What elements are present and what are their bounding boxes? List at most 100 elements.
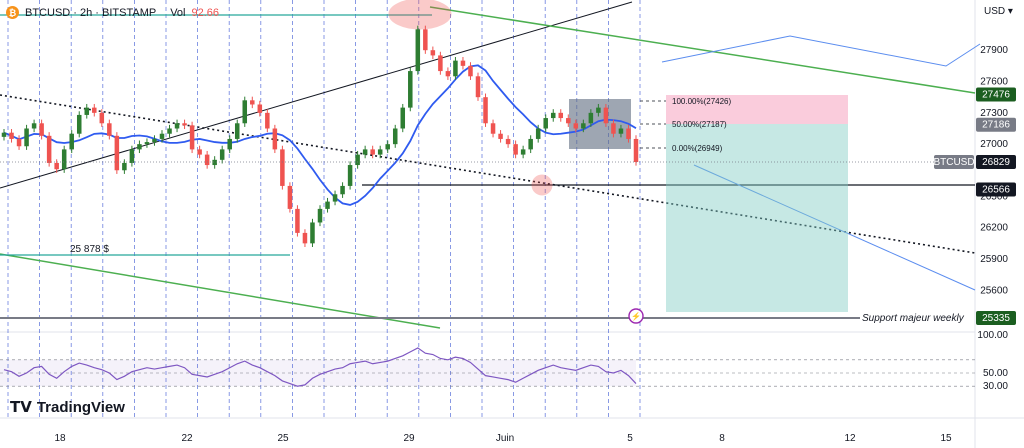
candle-body [423,29,428,51]
currency-label: USD [984,6,1006,17]
fib-50-label: 50.00%(27187) [672,120,727,129]
price-tag-label: 27186 [982,120,1010,131]
candle-body [39,123,44,136]
y-tick-label: 27300 [980,108,1008,119]
support-label: Support majeur weekly [862,313,965,324]
x-tick-label: 12 [844,433,856,444]
brand-name: TradingView [36,398,125,416]
candle-body [438,55,443,72]
y-tick-label: 27000 [980,139,1008,150]
candle-body [408,71,413,108]
candle-body [84,107,90,115]
candle-body [16,138,22,147]
candle-body [129,149,135,163]
chevron-down-icon: ▾ [1005,6,1013,17]
consolidation-range-box [569,99,631,149]
y-tick-label: 26500 [980,191,1008,202]
candle-body [9,132,14,139]
candle-body [197,149,202,155]
candle-body [302,232,308,244]
candle-body [483,97,488,124]
candle-body [137,144,142,150]
price-tag [976,87,1016,102]
candle-body [227,138,232,150]
y-tick-label: 26200 [980,223,1008,234]
price-tag-label: 26829 [982,157,1010,168]
candle-body [76,114,82,134]
candle-body [24,128,29,147]
rsi-tick-label: 100.00 [977,330,1008,341]
candle-body [107,123,112,136]
candle-body [392,128,398,145]
candle-body [475,76,481,98]
candle-body [46,135,52,163]
candle-body [377,149,383,155]
candle-body [603,107,609,124]
candle-body [505,138,511,145]
candle-body [430,50,436,56]
ascending-trendline [0,1,633,189]
candle-body [513,144,518,155]
y-tick-label: 25600 [980,285,1008,296]
price-tag [976,311,1016,325]
y-tick-label: 27900 [980,45,1008,56]
x-tick-label: 25 [277,433,289,444]
top-highlight-ellipse [388,0,452,30]
candle-body [99,112,105,124]
candle-body [272,128,278,150]
x-tick-label: 18 [54,433,66,444]
price-tag-label: 25335 [982,313,1010,324]
fib-100-label: 100.00%(27426) [672,97,731,106]
candle-body [325,201,330,209]
candle-body [550,112,556,119]
candle-body [566,118,571,124]
candle-body [581,123,586,129]
candle-body [633,138,639,163]
candle-body [370,149,375,155]
alert-icon[interactable] [628,308,644,324]
candle-body [152,138,157,143]
projection-down-line [693,164,976,291]
projection-line [661,35,981,67]
x-tick-label: 8 [719,433,725,444]
candle-body [174,123,180,129]
candle-body [280,149,285,186]
candle-body [558,112,564,119]
candle-body [159,133,165,139]
candle-body [588,112,594,124]
candle-body [295,208,300,233]
candle-body [498,133,503,139]
support-touch-circle [531,174,553,196]
candle-body [573,123,579,129]
candle-body [257,104,263,113]
candle-body [234,123,240,139]
candle-body [460,60,466,66]
stop-loss-zone [666,95,848,124]
volume-value: 92.66 [191,6,220,19]
candle-body [204,154,210,166]
candle-body [445,71,451,77]
candle-body [611,123,616,134]
currency-selector[interactable]: USD ▾ [984,6,1013,17]
candle-body [468,65,473,77]
candle-body [310,222,315,244]
candle-body [626,128,631,139]
y-tick-label: 25900 [980,254,1008,265]
candle-body [347,165,353,186]
candle-body [242,100,248,124]
candle-body [144,142,150,145]
candle-body [182,123,187,126]
candle-body [400,107,406,129]
candle-body [520,149,526,155]
candle-body [122,162,127,171]
price-tag-label: BTCUSD [933,157,974,168]
x-tick-label: 5 [627,433,633,444]
tradingview-logo[interactable]: TV TradingView [10,398,125,416]
candle-body [219,149,225,160]
candle-body [265,112,270,129]
candle-body [212,159,217,166]
symbol-title[interactable]: BTCUSD · 2h · BITSTAMP [25,6,157,19]
chart-header: ₿ BTCUSD · 2h · BITSTAMP Vol 92.66 [6,6,219,19]
candle-body [250,100,255,105]
